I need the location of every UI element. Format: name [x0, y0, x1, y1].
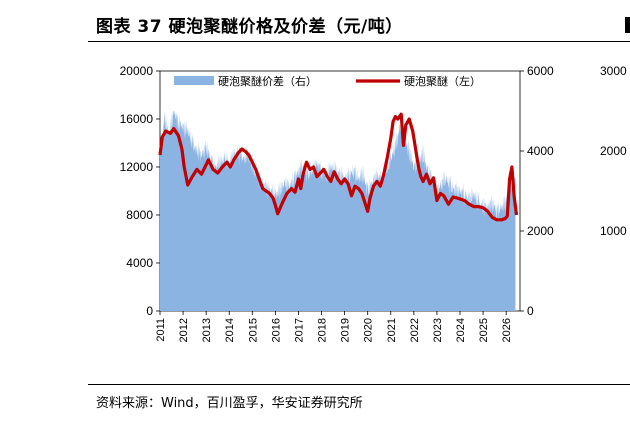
left-tick-label: 12000: [120, 160, 154, 174]
chart-title: 图表 37 硬泡聚醚价格及价差（元/吨）: [96, 17, 403, 37]
x-tick-label: 2016: [270, 318, 282, 342]
left-tick-label: 8000: [126, 208, 153, 222]
partial-right-chart: 3000 2000 1000: [600, 17, 630, 238]
partial-title-mark: [625, 17, 630, 33]
legend: 硬泡聚醚价差（右） 硬泡聚醚（左）: [174, 74, 481, 88]
partial-tick-label: 3000: [600, 64, 627, 78]
x-tick-label: 2025: [478, 318, 490, 342]
x-tick-label: 2019: [340, 318, 352, 342]
title-divider: [88, 41, 630, 42]
x-tick-label: 2021: [386, 318, 398, 342]
x-tick-label: 2022: [409, 318, 421, 342]
right-tick-label: 6000: [527, 64, 554, 78]
x-tick-label: 2015: [247, 318, 259, 342]
x-tick-label: 2023: [432, 318, 444, 342]
left-tick-label: 4000: [126, 256, 153, 270]
legend-area-swatch: [174, 76, 214, 85]
left-tick-label: 0: [146, 304, 153, 318]
axes: 0 4000 8000 12000 16000 20000 0 2000 4000 6000 201…: [120, 64, 554, 342]
legend-line-label: 硬泡聚醚（左）: [404, 74, 481, 88]
x-tick-label: 2017: [293, 318, 305, 342]
spread-area: [160, 110, 516, 311]
left-tick-label: 16000: [120, 112, 154, 126]
partial-tick-label: 1000: [600, 224, 627, 238]
partial-tick-label: 2000: [600, 144, 627, 158]
right-tick-label: 2000: [527, 224, 554, 238]
x-tick-label: 2020: [363, 318, 375, 342]
legend-area-label: 硬泡聚醚价差（右）: [218, 74, 317, 88]
x-tick-label: 2018: [317, 318, 329, 342]
price-line: [158, 112, 519, 222]
left-tick-label: 20000: [120, 64, 154, 78]
right-tick-label: 0: [527, 304, 534, 318]
x-tick-label: 2014: [224, 318, 236, 342]
source-note: 资料来源：Wind，百川盈孚，华安证券研究所: [96, 396, 363, 411]
x-tick-label: 2012: [178, 318, 190, 342]
x-tick-label: 2026: [501, 318, 513, 342]
x-tick-label: 2013: [201, 318, 213, 342]
x-tick-label: 2011: [155, 318, 167, 342]
price-line-layer: [158, 112, 519, 222]
x-tick-label: 2024: [455, 318, 467, 342]
spread-area-layer: [160, 110, 516, 311]
source-divider: [88, 384, 630, 385]
right-tick-label: 4000: [527, 144, 554, 158]
